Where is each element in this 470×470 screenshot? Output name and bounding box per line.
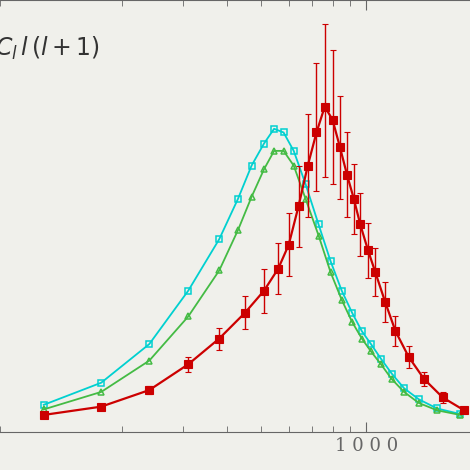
Text: $C_l\,l\,(l+1)$: $C_l\,l\,(l+1)$	[0, 35, 100, 62]
